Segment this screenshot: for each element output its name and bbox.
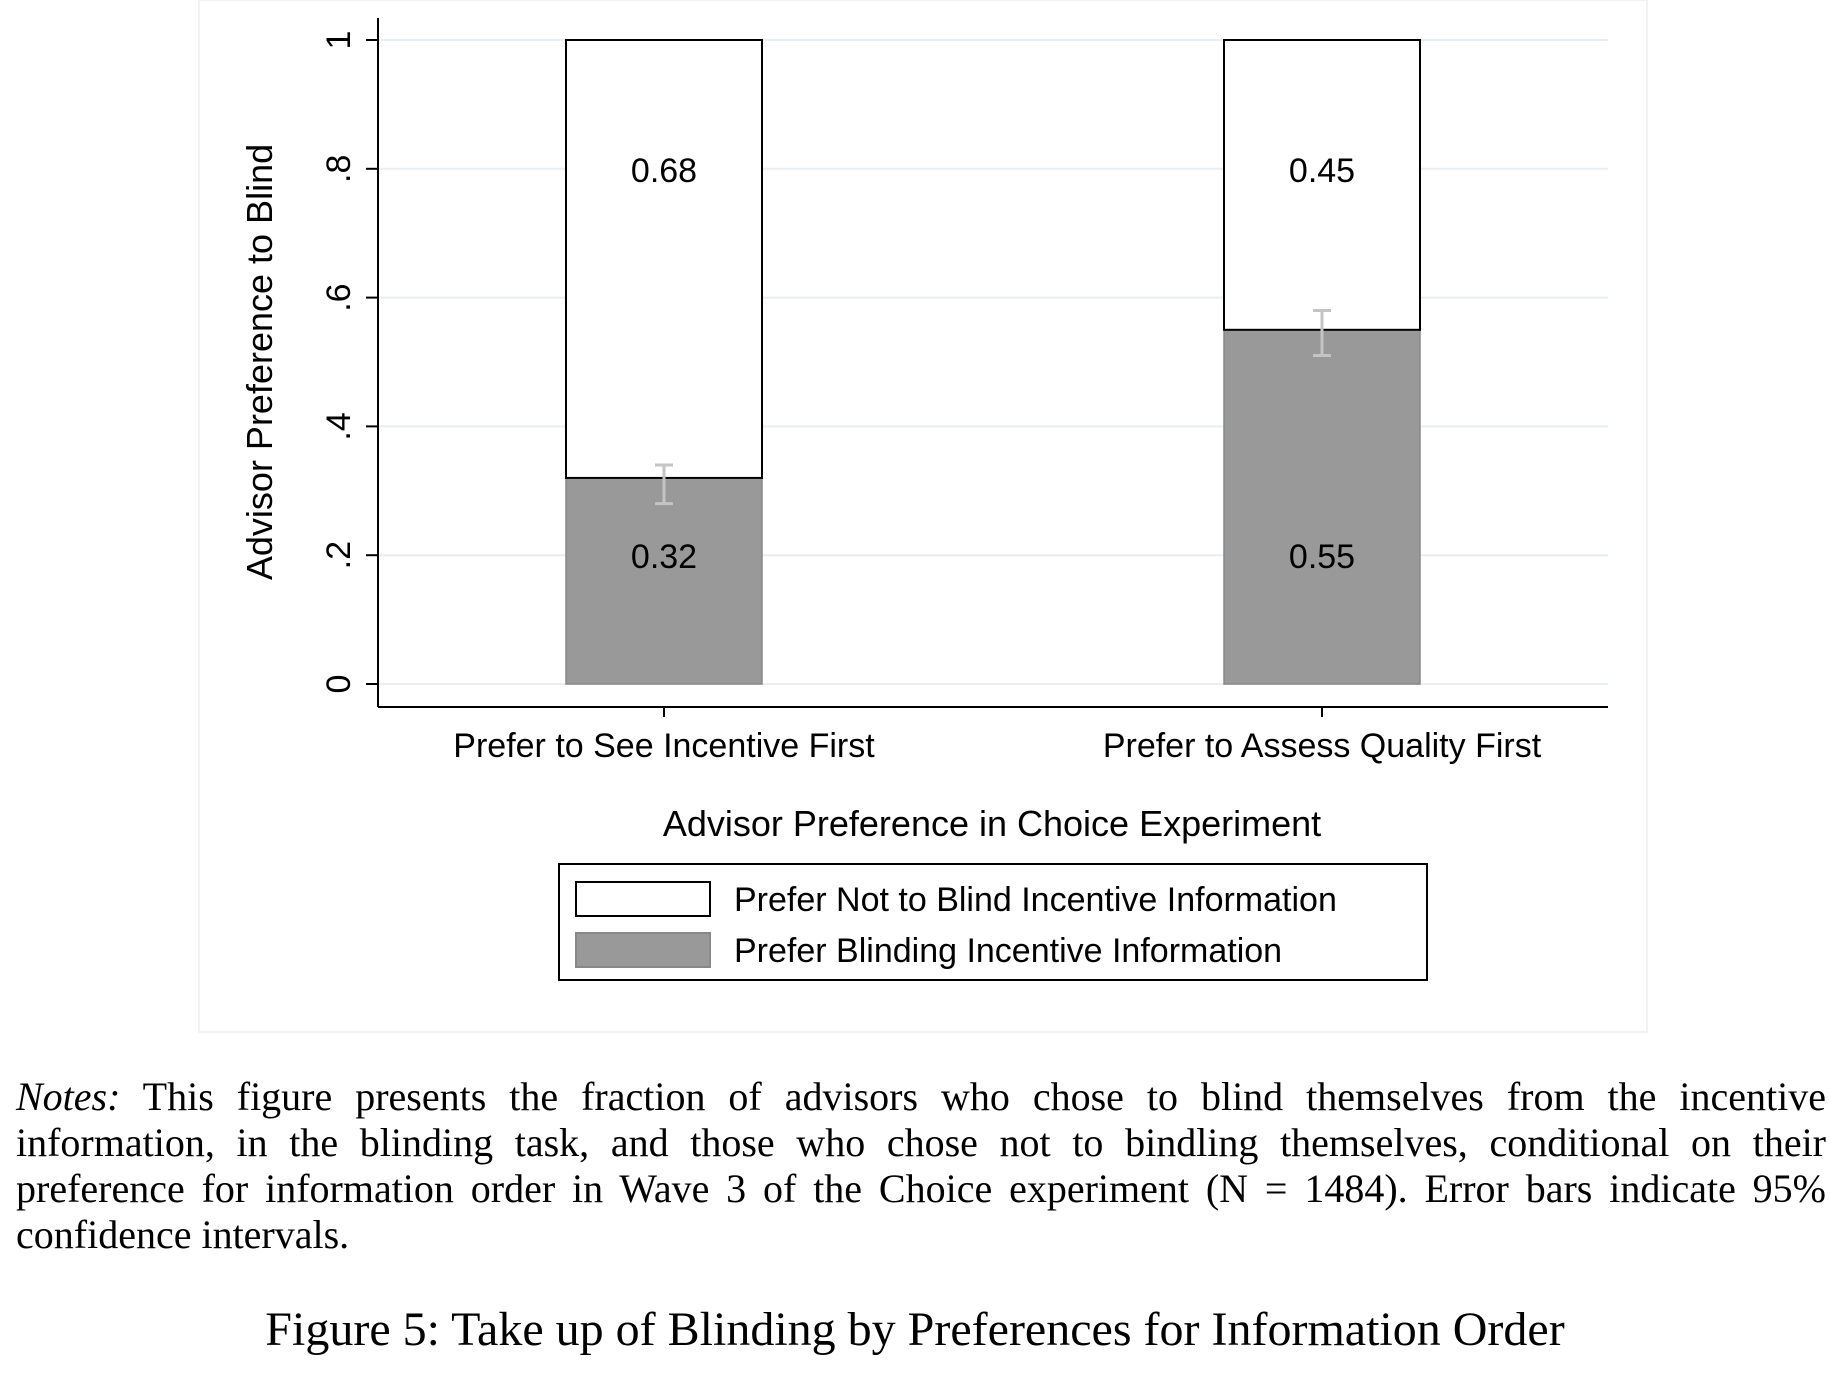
legend-label: Prefer Not to Blind Incentive Informatio… [734,881,1337,919]
figure-notes: Notes: This figure presents the fraction… [16,1074,1826,1258]
data-labels: 0.32 0.68 0.55 0.45 [631,152,1355,576]
bars [565,39,1421,685]
chart-figure: 0.32 0.68 0.55 0.45 Prefer to See Incentive… [198,0,1648,1033]
axes: Prefer to See Incentive First Prefer to A… [320,18,1608,765]
figure-caption: Figure 5: Take up of Blinding by Prefere… [265,1303,1565,1356]
bar-not-blinding [565,39,763,479]
y-axis-title: Advisor Preference to Blind [239,144,280,580]
notes-text: This figure presents the fraction of adv… [16,1074,1826,1257]
error-bars [655,308,1331,506]
x-tick-label: Prefer to See Incentive First [453,727,875,765]
x-tick-label: Prefer to Assess Quality First [1103,727,1542,765]
y-tick-label: .2 [320,541,358,569]
legend-label: Prefer Blinding Incentive Information [734,932,1282,970]
legend: Prefer Not to Blind Incentive Informatio… [558,863,1428,981]
y-tick-label: 1 [320,31,358,50]
bar-blinding [565,477,763,685]
data-label: 0.55 [1289,538,1355,576]
data-label: 0.68 [631,152,697,190]
data-label: 0.32 [631,538,697,576]
notes-label: Notes: [16,1074,121,1119]
y-tick-label: 0 [320,675,358,694]
y-tick-label: .4 [320,412,358,440]
data-label: 0.45 [1289,152,1355,190]
y-tick-label: .8 [320,155,358,183]
legend-swatch [575,881,711,917]
x-axis-title: Advisor Preference in Choice Experiment [663,803,1321,844]
bar-blinding [1223,329,1421,685]
y-tick-label: .6 [320,283,358,311]
legend-swatch [575,932,711,968]
bar-not-blinding [1223,39,1421,331]
